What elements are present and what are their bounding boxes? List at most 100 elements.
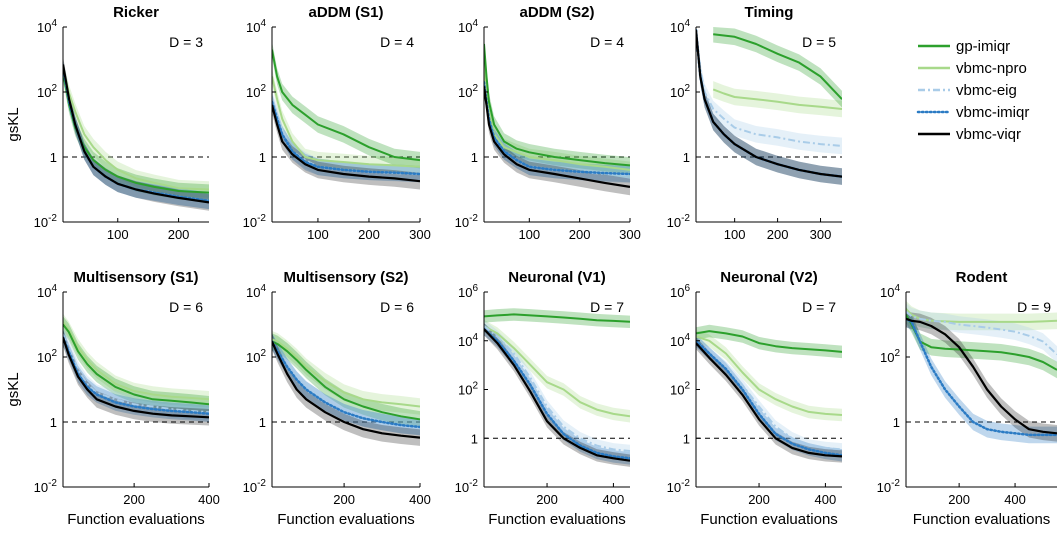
point-vbmc-npro bbox=[708, 340, 710, 342]
point-gp-imiqr bbox=[488, 101, 490, 103]
point-vbmc-viqr bbox=[775, 437, 777, 439]
point-vbmc-npro bbox=[808, 411, 810, 413]
y-tick-label: 10-2 bbox=[243, 478, 267, 495]
point-vbmc-imiqr bbox=[305, 389, 307, 391]
point-vbmc-npro bbox=[114, 383, 116, 385]
line-gp-imiqr bbox=[484, 313, 630, 323]
panel-title: aDDM (S1) bbox=[308, 4, 383, 21]
point-vbmc-npro bbox=[291, 141, 293, 143]
point-gp-imiqr bbox=[304, 114, 306, 116]
series-group bbox=[63, 313, 210, 426]
point-gp-imiqr bbox=[96, 373, 98, 375]
point-vbmc-viqr bbox=[486, 104, 488, 106]
point-vbmc-eig bbox=[841, 145, 843, 147]
point-vbmc-eig bbox=[755, 133, 757, 135]
point-gp-imiqr bbox=[368, 146, 370, 148]
point-vbmc-eig bbox=[930, 320, 932, 322]
y-tick-label: 104 bbox=[670, 332, 690, 349]
band-gp-imiqr bbox=[484, 308, 630, 328]
x-tick-label: 100 bbox=[107, 227, 129, 242]
point-vbmc-viqr bbox=[419, 437, 421, 439]
point-vbmc-viqr bbox=[277, 353, 279, 355]
panel-timing: 104 102 1 10-2 100 200 300 Timing D = 5 bbox=[667, 4, 843, 242]
point-gp-imiqr bbox=[135, 182, 137, 184]
point-vbmc-imiqr bbox=[563, 433, 565, 435]
point-vbmc-eig bbox=[723, 118, 725, 120]
point-vbmc-viqr bbox=[496, 342, 498, 344]
y-tick-label: 106 bbox=[670, 283, 690, 300]
point-vbmc-viqr bbox=[911, 320, 913, 322]
point-gp-imiqr bbox=[629, 164, 631, 166]
point-vbmc-npro bbox=[296, 356, 298, 358]
point-vbmc-npro bbox=[419, 166, 421, 168]
point-gp-imiqr bbox=[171, 400, 173, 402]
panel-title: Rodent bbox=[956, 269, 1008, 286]
point-vbmc-imiqr bbox=[343, 411, 345, 413]
point-vbmc-viqr bbox=[944, 333, 946, 335]
point-vbmc-viqr bbox=[400, 435, 402, 437]
point-vbmc-imiqr bbox=[808, 448, 810, 450]
point-vbmc-eig bbox=[629, 450, 631, 452]
point-vbmc-npro bbox=[516, 151, 518, 153]
point-vbmc-viqr bbox=[1056, 432, 1058, 434]
point-vbmc-viqr bbox=[554, 173, 556, 175]
line-vbmc-imiqr bbox=[272, 100, 420, 176]
point-vbmc-viqr bbox=[92, 166, 94, 168]
x-axis-label: Function evaluations bbox=[67, 511, 205, 528]
y-tick-label: 102 bbox=[880, 348, 900, 365]
point-vbmc-npro bbox=[96, 369, 98, 371]
x-tick-label: 200 bbox=[767, 227, 789, 242]
point-gp-imiqr bbox=[579, 318, 581, 320]
point-vbmc-viqr bbox=[820, 173, 822, 175]
point-gp-imiqr bbox=[629, 321, 631, 323]
band-vbmc-imiqr bbox=[272, 93, 420, 183]
band-gp-imiqr bbox=[484, 35, 630, 174]
point-vbmc-viqr bbox=[579, 177, 581, 179]
point-vbmc-npro bbox=[1028, 321, 1030, 323]
point-vbmc-eig bbox=[114, 398, 116, 400]
point-vbmc-imiqr bbox=[362, 417, 364, 419]
point-vbmc-viqr bbox=[841, 176, 843, 178]
point-vbmc-viqr bbox=[342, 173, 344, 175]
point-vbmc-eig bbox=[712, 108, 714, 110]
line-vbmc-imiqr bbox=[484, 327, 630, 460]
point-gp-imiqr bbox=[208, 403, 210, 405]
point-vbmc-eig bbox=[798, 141, 800, 143]
y-tick-label: 102 bbox=[458, 83, 478, 100]
point-vbmc-viqr bbox=[596, 454, 598, 456]
point-vbmc-eig bbox=[1014, 331, 1016, 333]
point-gp-imiqr bbox=[972, 349, 974, 351]
point-gp-imiqr bbox=[930, 346, 932, 348]
point-gp-imiqr bbox=[708, 330, 710, 332]
point-vbmc-imiqr bbox=[775, 433, 777, 435]
point-vbmc-eig bbox=[808, 445, 810, 447]
band-vbmc-imiqr bbox=[63, 329, 209, 422]
point-vbmc-viqr bbox=[734, 143, 736, 145]
point-gp-imiqr bbox=[286, 350, 288, 352]
point-vbmc-imiqr bbox=[513, 360, 515, 362]
band-gp-imiqr bbox=[272, 333, 420, 428]
point-vbmc-npro bbox=[758, 389, 760, 391]
point-gp-imiqr bbox=[152, 398, 154, 400]
series-group bbox=[906, 300, 1058, 444]
point-vbmc-viqr bbox=[791, 447, 793, 449]
point-vbmc-eig bbox=[944, 321, 946, 323]
point-vbmc-eig bbox=[496, 336, 498, 338]
band-vbmc-imiqr bbox=[906, 310, 1057, 444]
point-vbmc-viqr bbox=[114, 406, 116, 408]
point-vbmc-npro bbox=[972, 321, 974, 323]
point-gp-imiqr bbox=[342, 133, 344, 135]
dimension-label: D = 7 bbox=[802, 299, 836, 315]
point-vbmc-viqr bbox=[317, 169, 319, 171]
point-vbmc-npro bbox=[317, 159, 319, 161]
point-vbmc-imiqr bbox=[1014, 432, 1016, 434]
point-vbmc-npro bbox=[503, 146, 505, 148]
y-tick-label: 10-2 bbox=[243, 213, 267, 230]
panel-title: Ricker bbox=[113, 4, 159, 21]
line-vbmc-npro bbox=[696, 335, 842, 416]
line-vbmc-npro bbox=[272, 338, 420, 408]
point-vbmc-eig bbox=[734, 127, 736, 129]
line-vbmc-npro bbox=[63, 69, 209, 191]
point-gp-imiqr bbox=[296, 359, 298, 361]
panel-title: Timing bbox=[745, 4, 794, 21]
